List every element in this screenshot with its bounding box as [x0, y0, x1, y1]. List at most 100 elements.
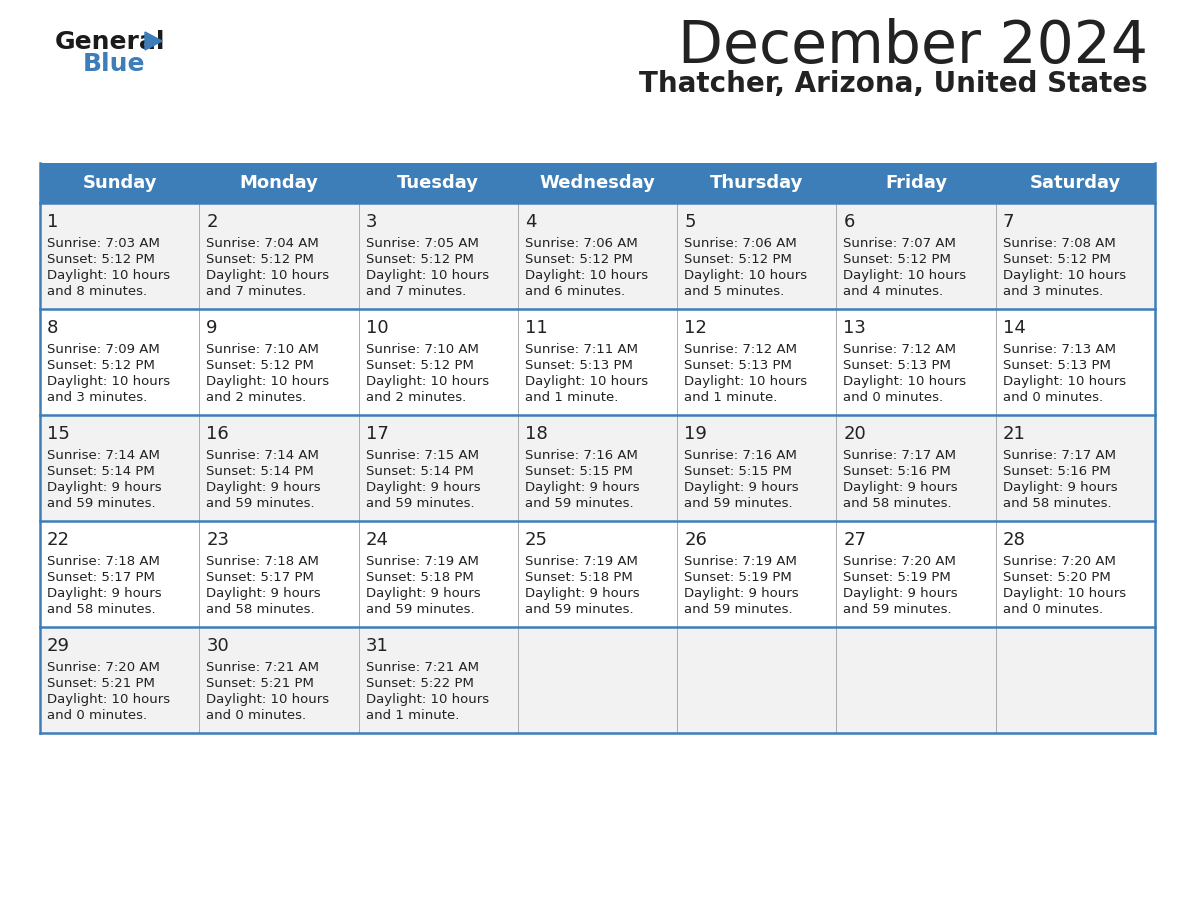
Text: and 3 minutes.: and 3 minutes. [1003, 285, 1102, 298]
Text: 13: 13 [843, 319, 866, 337]
Text: Daylight: 9 hours: Daylight: 9 hours [525, 481, 639, 494]
Text: Sunrise: 7:09 AM: Sunrise: 7:09 AM [48, 343, 159, 356]
Bar [40, 163, 1155, 203]
Text: Daylight: 10 hours: Daylight: 10 hours [48, 269, 170, 282]
Text: and 1 minute.: and 1 minute. [525, 391, 618, 404]
Text: Daylight: 9 hours: Daylight: 9 hours [1003, 481, 1118, 494]
Text: Saturday: Saturday [1030, 174, 1121, 192]
Text: 29: 29 [48, 637, 70, 655]
Text: Tuesday: Tuesday [397, 174, 479, 192]
Text: 4: 4 [525, 213, 536, 231]
Text: Sunrise: 7:16 AM: Sunrise: 7:16 AM [525, 449, 638, 462]
Text: Sunrise: 7:07 AM: Sunrise: 7:07 AM [843, 237, 956, 250]
Text: and 59 minutes.: and 59 minutes. [207, 497, 315, 510]
Text: December 2024: December 2024 [678, 18, 1148, 75]
Text: Sunrise: 7:18 AM: Sunrise: 7:18 AM [207, 555, 320, 568]
Text: Sunset: 5:13 PM: Sunset: 5:13 PM [1003, 359, 1111, 372]
Text: and 5 minutes.: and 5 minutes. [684, 285, 784, 298]
Text: Daylight: 10 hours: Daylight: 10 hours [48, 693, 170, 706]
Text: and 2 minutes.: and 2 minutes. [366, 391, 466, 404]
Text: Sunset: 5:13 PM: Sunset: 5:13 PM [843, 359, 952, 372]
Text: and 4 minutes.: and 4 minutes. [843, 285, 943, 298]
Text: 8: 8 [48, 319, 58, 337]
Text: Daylight: 10 hours: Daylight: 10 hours [366, 269, 488, 282]
Text: Sunrise: 7:21 AM: Sunrise: 7:21 AM [366, 661, 479, 674]
Text: Sunset: 5:14 PM: Sunset: 5:14 PM [207, 465, 314, 478]
Text: Sunrise: 7:17 AM: Sunrise: 7:17 AM [843, 449, 956, 462]
Text: 20: 20 [843, 425, 866, 443]
Text: Daylight: 10 hours: Daylight: 10 hours [1003, 375, 1126, 388]
Text: 1: 1 [48, 213, 58, 231]
Text: Daylight: 10 hours: Daylight: 10 hours [366, 693, 488, 706]
Text: Daylight: 9 hours: Daylight: 9 hours [48, 587, 162, 600]
Text: Daylight: 9 hours: Daylight: 9 hours [684, 481, 798, 494]
Text: Sunrise: 7:10 AM: Sunrise: 7:10 AM [366, 343, 479, 356]
Text: Sunset: 5:15 PM: Sunset: 5:15 PM [684, 465, 792, 478]
Text: Sunrise: 7:19 AM: Sunrise: 7:19 AM [684, 555, 797, 568]
Text: 11: 11 [525, 319, 548, 337]
Text: 19: 19 [684, 425, 707, 443]
Text: Daylight: 10 hours: Daylight: 10 hours [207, 269, 329, 282]
Text: Daylight: 10 hours: Daylight: 10 hours [525, 375, 647, 388]
Text: Daylight: 9 hours: Daylight: 9 hours [366, 587, 480, 600]
Text: and 59 minutes.: and 59 minutes. [48, 497, 156, 510]
Text: 31: 31 [366, 637, 388, 655]
Text: Sunset: 5:17 PM: Sunset: 5:17 PM [48, 571, 154, 584]
Text: Sunset: 5:12 PM: Sunset: 5:12 PM [1003, 253, 1111, 266]
Text: Sunset: 5:12 PM: Sunset: 5:12 PM [48, 253, 154, 266]
Text: and 58 minutes.: and 58 minutes. [843, 497, 952, 510]
Text: 23: 23 [207, 531, 229, 549]
Text: 17: 17 [366, 425, 388, 443]
Text: Sunrise: 7:10 AM: Sunrise: 7:10 AM [207, 343, 320, 356]
Text: Sunrise: 7:12 AM: Sunrise: 7:12 AM [843, 343, 956, 356]
Text: and 58 minutes.: and 58 minutes. [207, 603, 315, 616]
Text: Daylight: 9 hours: Daylight: 9 hours [843, 481, 958, 494]
Text: Daylight: 10 hours: Daylight: 10 hours [684, 269, 808, 282]
Text: Sunset: 5:12 PM: Sunset: 5:12 PM [366, 253, 474, 266]
Text: Sunrise: 7:03 AM: Sunrise: 7:03 AM [48, 237, 160, 250]
Text: Sunrise: 7:06 AM: Sunrise: 7:06 AM [684, 237, 797, 250]
Text: 15: 15 [48, 425, 70, 443]
Text: Sunset: 5:12 PM: Sunset: 5:12 PM [684, 253, 792, 266]
Text: Wednesday: Wednesday [539, 174, 656, 192]
Text: and 59 minutes.: and 59 minutes. [366, 497, 474, 510]
Text: Sunrise: 7:11 AM: Sunrise: 7:11 AM [525, 343, 638, 356]
Text: 22: 22 [48, 531, 70, 549]
Text: Sunset: 5:20 PM: Sunset: 5:20 PM [1003, 571, 1111, 584]
Text: Daylight: 10 hours: Daylight: 10 hours [843, 375, 967, 388]
Text: Sunset: 5:19 PM: Sunset: 5:19 PM [684, 571, 792, 584]
Text: Daylight: 10 hours: Daylight: 10 hours [684, 375, 808, 388]
Text: Sunset: 5:12 PM: Sunset: 5:12 PM [207, 359, 314, 372]
Bar [40, 309, 1155, 415]
Text: 7: 7 [1003, 213, 1015, 231]
Text: Sunrise: 7:08 AM: Sunrise: 7:08 AM [1003, 237, 1116, 250]
Text: Sunrise: 7:20 AM: Sunrise: 7:20 AM [1003, 555, 1116, 568]
Bar [40, 415, 1155, 521]
Text: Sunrise: 7:12 AM: Sunrise: 7:12 AM [684, 343, 797, 356]
Polygon shape [145, 32, 162, 50]
Text: Daylight: 10 hours: Daylight: 10 hours [207, 693, 329, 706]
Text: Sunset: 5:15 PM: Sunset: 5:15 PM [525, 465, 633, 478]
Text: Sunrise: 7:17 AM: Sunrise: 7:17 AM [1003, 449, 1116, 462]
Text: and 59 minutes.: and 59 minutes. [843, 603, 952, 616]
Text: 5: 5 [684, 213, 696, 231]
Text: Daylight: 10 hours: Daylight: 10 hours [843, 269, 967, 282]
Text: Thatcher, Arizona, United States: Thatcher, Arizona, United States [639, 70, 1148, 98]
Text: Sunrise: 7:16 AM: Sunrise: 7:16 AM [684, 449, 797, 462]
Text: Monday: Monday [240, 174, 318, 192]
Text: 30: 30 [207, 637, 229, 655]
Text: and 59 minutes.: and 59 minutes. [684, 603, 792, 616]
Text: and 59 minutes.: and 59 minutes. [684, 497, 792, 510]
Text: Sunrise: 7:20 AM: Sunrise: 7:20 AM [48, 661, 160, 674]
Text: Blue: Blue [83, 52, 145, 76]
Text: Sunset: 5:16 PM: Sunset: 5:16 PM [1003, 465, 1111, 478]
Text: 3: 3 [366, 213, 377, 231]
Text: and 3 minutes.: and 3 minutes. [48, 391, 147, 404]
Text: 16: 16 [207, 425, 229, 443]
Text: and 8 minutes.: and 8 minutes. [48, 285, 147, 298]
Text: Sunset: 5:18 PM: Sunset: 5:18 PM [366, 571, 473, 584]
Text: Sunset: 5:12 PM: Sunset: 5:12 PM [207, 253, 314, 266]
Text: and 59 minutes.: and 59 minutes. [525, 497, 633, 510]
Bar [40, 203, 1155, 309]
Text: Sunset: 5:13 PM: Sunset: 5:13 PM [525, 359, 633, 372]
